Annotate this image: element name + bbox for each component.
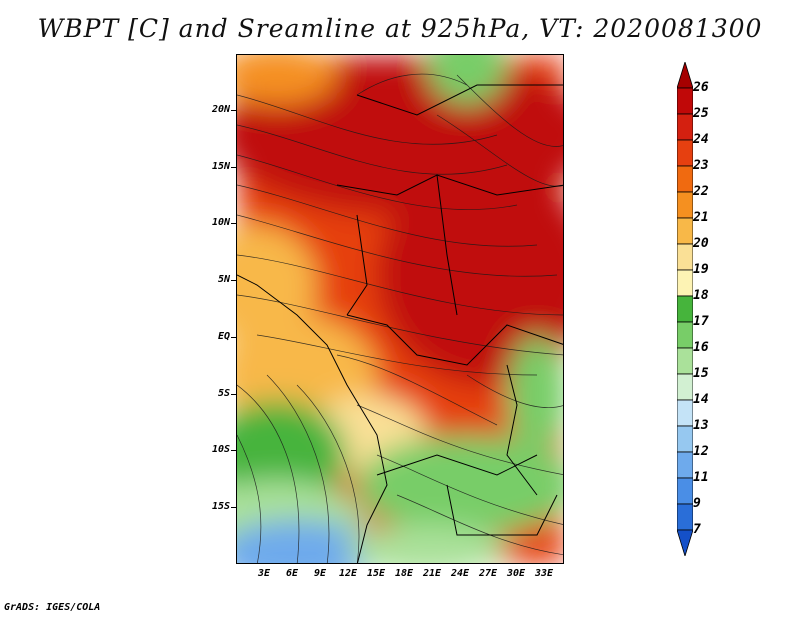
streamlines [237,73,563,563]
lat-label-15n: 15N [211,161,230,172]
colorbar-label: 12 [693,444,709,459]
colorbar-label: 17 [693,314,709,329]
map-field [237,55,563,563]
colorbar-label: 20 [693,236,709,251]
lat-tick [231,450,236,451]
lat-tick [231,223,236,224]
colorbar-swatch [677,165,693,193]
lat-label-eq: EQ [217,331,230,342]
lon-label-30e: 30E [506,568,526,579]
colorbar-swatch [677,295,693,323]
lat-label-5s: 5S [217,388,230,399]
colorbar-label: 7 [693,522,701,537]
colorbar-cap-top [677,62,693,89]
colorbar-label: 21 [693,210,709,225]
colorbar-label: 16 [693,340,709,355]
lon-label-18e: 18E [394,568,414,579]
lat-label-15s: 15S [211,501,230,512]
colorbar-swatch [677,243,693,271]
colorbar-swatch [677,113,693,141]
lon-label-12e: 12E [338,568,358,579]
colorbar-label: 9 [693,496,701,511]
colorbar-label: 24 [693,132,709,147]
country-borders [237,84,563,563]
colorbar-label: 13 [693,418,709,433]
colorbar-swatch [677,477,693,505]
lon-label-15e: 15E [366,568,386,579]
lon-label-27e: 27E [478,568,498,579]
colorbar-label: 18 [693,288,709,303]
colorbar-label: 25 [693,106,709,121]
lat-label-20n: 20N [211,104,230,115]
colorbar-label: 19 [693,262,709,277]
colorbar-swatch [677,269,693,297]
colorbar-swatch [677,373,693,401]
lat-label-10n: 10N [211,217,230,228]
lon-label-24e: 24E [450,568,470,579]
colorbar-swatch [677,87,693,115]
colorbar-label: 14 [693,392,709,407]
colorbar-swatch [677,217,693,245]
colorbar-swatch [677,503,693,531]
colorbar-swatch [677,139,693,167]
lat-label-10s: 10S [211,444,230,455]
lon-label-3e: 3E [257,568,271,579]
lat-tick [231,167,236,168]
colorbar-label: 26 [693,80,709,95]
map-title: WBPT [C] and Sreamline at 925hPa, VT: 20… [37,14,763,43]
lat-tick [231,110,236,111]
lon-label-6e: 6E [285,568,299,579]
colorbar-label: 15 [693,366,709,381]
lon-label-9e: 9E [313,568,327,579]
lat-tick [231,280,236,281]
colorbar-swatch [677,347,693,375]
colorbar-label: 22 [693,184,709,199]
colorbar-cap-bottom [677,529,693,556]
weather-map [236,54,564,564]
colorbar [677,62,693,556]
colorbar-swatch [677,451,693,479]
temperature-field [237,55,563,563]
colorbar-swatch [677,321,693,349]
colorbar-swatch [677,399,693,427]
footer-credit: GrADS: IGES/COLA [4,602,101,613]
lat-label-5n: 5N [217,274,230,285]
lat-tick [231,337,236,338]
colorbar-swatch [677,425,693,453]
lat-tick [231,507,236,508]
lat-tick [231,394,236,395]
colorbar-swatch [677,191,693,219]
lon-label-21e: 21E [422,568,442,579]
colorbar-label: 23 [693,158,709,173]
colorbar-label: 11 [693,470,709,485]
lon-label-33e: 33E [534,568,554,579]
